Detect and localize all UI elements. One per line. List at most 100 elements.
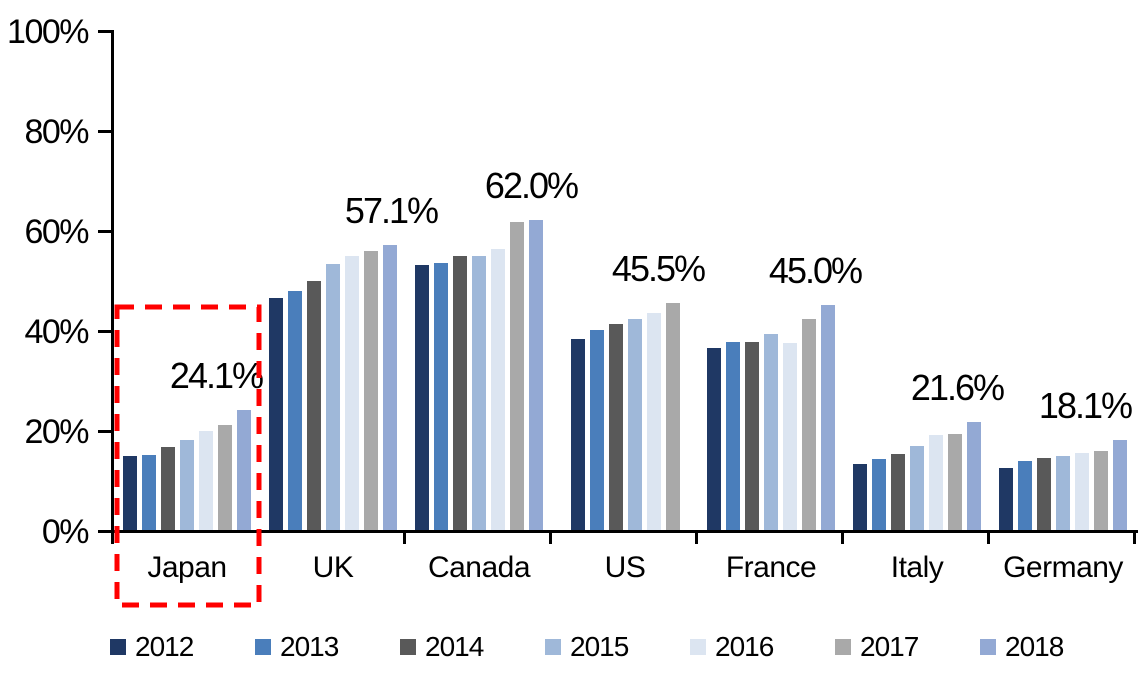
x-tick-mark (695, 530, 698, 544)
legend-item-2014: 2014 (400, 631, 545, 663)
y-tick-label: 0% (41, 513, 90, 551)
y-tick-mark (98, 230, 112, 233)
y-tick-label: 100% (7, 13, 89, 51)
bar-italy-2014 (891, 453, 905, 530)
category-label-italy: Italy (890, 551, 944, 584)
bar-uk-2017 (364, 251, 378, 530)
x-tick-mark (403, 530, 406, 544)
bar-canada-2015 (472, 256, 486, 530)
legend-swatch-2017 (835, 639, 851, 655)
y-tick-mark (98, 330, 112, 333)
bar-italy-2016 (929, 435, 943, 530)
legend-swatch-2012 (110, 639, 126, 655)
bar-italy-2018 (967, 422, 981, 530)
x-tick-mark (1133, 530, 1136, 544)
bar-group-canada: 62.0% (406, 30, 579, 530)
bar-group-us: 45.5% (552, 30, 706, 530)
legend-item-2017: 2017 (835, 631, 980, 663)
category-label-canada: Canada (427, 551, 531, 584)
legend-swatch-2013 (255, 639, 271, 655)
bar-japan-2015 (180, 439, 194, 530)
data-label-japan: 24.1% (169, 354, 264, 396)
bar-germany-2015 (1056, 456, 1070, 530)
bar-uk-2014 (307, 280, 321, 530)
bar-germany-2016 (1075, 452, 1089, 530)
bar-france-2018 (821, 305, 835, 530)
x-tick-mark (111, 530, 114, 544)
bar-france-2015 (764, 333, 778, 530)
legend-item-2016: 2016 (690, 631, 835, 663)
data-label-italy: 21.6% (910, 367, 1005, 408)
bar-us-2012 (570, 339, 585, 530)
bar-japan-2014 (161, 446, 175, 530)
bar-us-2017 (665, 302, 680, 530)
legend-item-2012: 2012 (110, 631, 255, 663)
bar-canada-2014 (453, 255, 467, 530)
legend-swatch-2018 (980, 639, 996, 655)
data-label-uk: 57.1% (344, 189, 439, 231)
bar-group-germany: 18.1% (990, 30, 1136, 530)
legend-label-2018: 2018 (1005, 631, 1064, 662)
y-tick-mark (98, 430, 112, 433)
bar-japan-2012 (123, 455, 137, 530)
y-tick-mark (98, 530, 112, 533)
legend-item-2015: 2015 (545, 631, 690, 663)
legend: 2012 2013 2014 2015 2016 2017 2018 (110, 631, 1125, 663)
bar-japan-2016 (199, 430, 213, 530)
bar-group-france: 45.0% (698, 30, 863, 530)
bar-france-2012 (707, 347, 721, 530)
legend-item-2013: 2013 (255, 631, 400, 663)
bar-germany-2012 (999, 468, 1013, 530)
bar-germany-2017 (1094, 450, 1108, 530)
bar-france-2013 (726, 341, 740, 530)
bar-france-2017 (802, 318, 816, 530)
x-tick-mark (549, 530, 552, 544)
x-axis-line (111, 530, 1138, 533)
category-label-japan: Japan (147, 551, 227, 584)
bar-group-uk: 57.1% (260, 30, 439, 530)
bar-uk-2013 (288, 291, 302, 530)
bar-canada-2012 (415, 265, 429, 530)
legend-label-2012: 2012 (135, 631, 194, 662)
legend-label-2015: 2015 (570, 631, 629, 662)
y-tick-label: 60% (24, 213, 89, 251)
bar-us-2015 (627, 319, 642, 530)
legend-label-2014: 2014 (425, 631, 484, 662)
legend-swatch-2015 (545, 639, 561, 655)
legend-swatch-2016 (690, 639, 706, 655)
data-label-canada: 62.0% (484, 165, 579, 206)
bar-uk-2018 (383, 244, 397, 530)
category-label-france: France (725, 551, 817, 584)
y-tick-label: 80% (24, 113, 89, 151)
bar-germany-2018 (1113, 439, 1127, 530)
bar-us-2016 (646, 312, 661, 530)
legend-label-2016: 2016 (715, 631, 774, 662)
y-tick-label: 20% (24, 413, 89, 451)
bar-canada-2013 (434, 263, 448, 530)
data-label-germany: 18.1% (1038, 384, 1133, 426)
bar-italy-2013 (872, 459, 886, 530)
x-tick-mark (841, 530, 844, 544)
category-label-us: US (604, 551, 646, 584)
legend-label-2013: 2013 (280, 631, 339, 662)
bar-us-2014 (608, 324, 623, 530)
bar-japan-2013 (142, 454, 156, 530)
bar-france-2014 (745, 342, 759, 530)
bar-france-2016 (783, 343, 797, 530)
bar-uk-2012 (269, 298, 283, 530)
legend-swatch-2014 (400, 639, 416, 655)
bar-canada-2018 (529, 220, 543, 530)
y-axis-line (111, 30, 114, 533)
category-label-uk: UK (312, 551, 354, 584)
legend-item-2018: 2018 (980, 631, 1125, 663)
y-tick-label: 40% (24, 313, 89, 351)
bar-group-japan: 24.1% (114, 30, 264, 530)
bar-uk-2015 (326, 263, 340, 530)
bar-canada-2017 (510, 221, 524, 530)
y-tick-mark (98, 30, 112, 33)
bar-us-2013 (589, 330, 604, 530)
bar-uk-2016 (345, 256, 359, 530)
bar-italy-2017 (948, 434, 962, 530)
bar-italy-2015 (910, 445, 924, 530)
